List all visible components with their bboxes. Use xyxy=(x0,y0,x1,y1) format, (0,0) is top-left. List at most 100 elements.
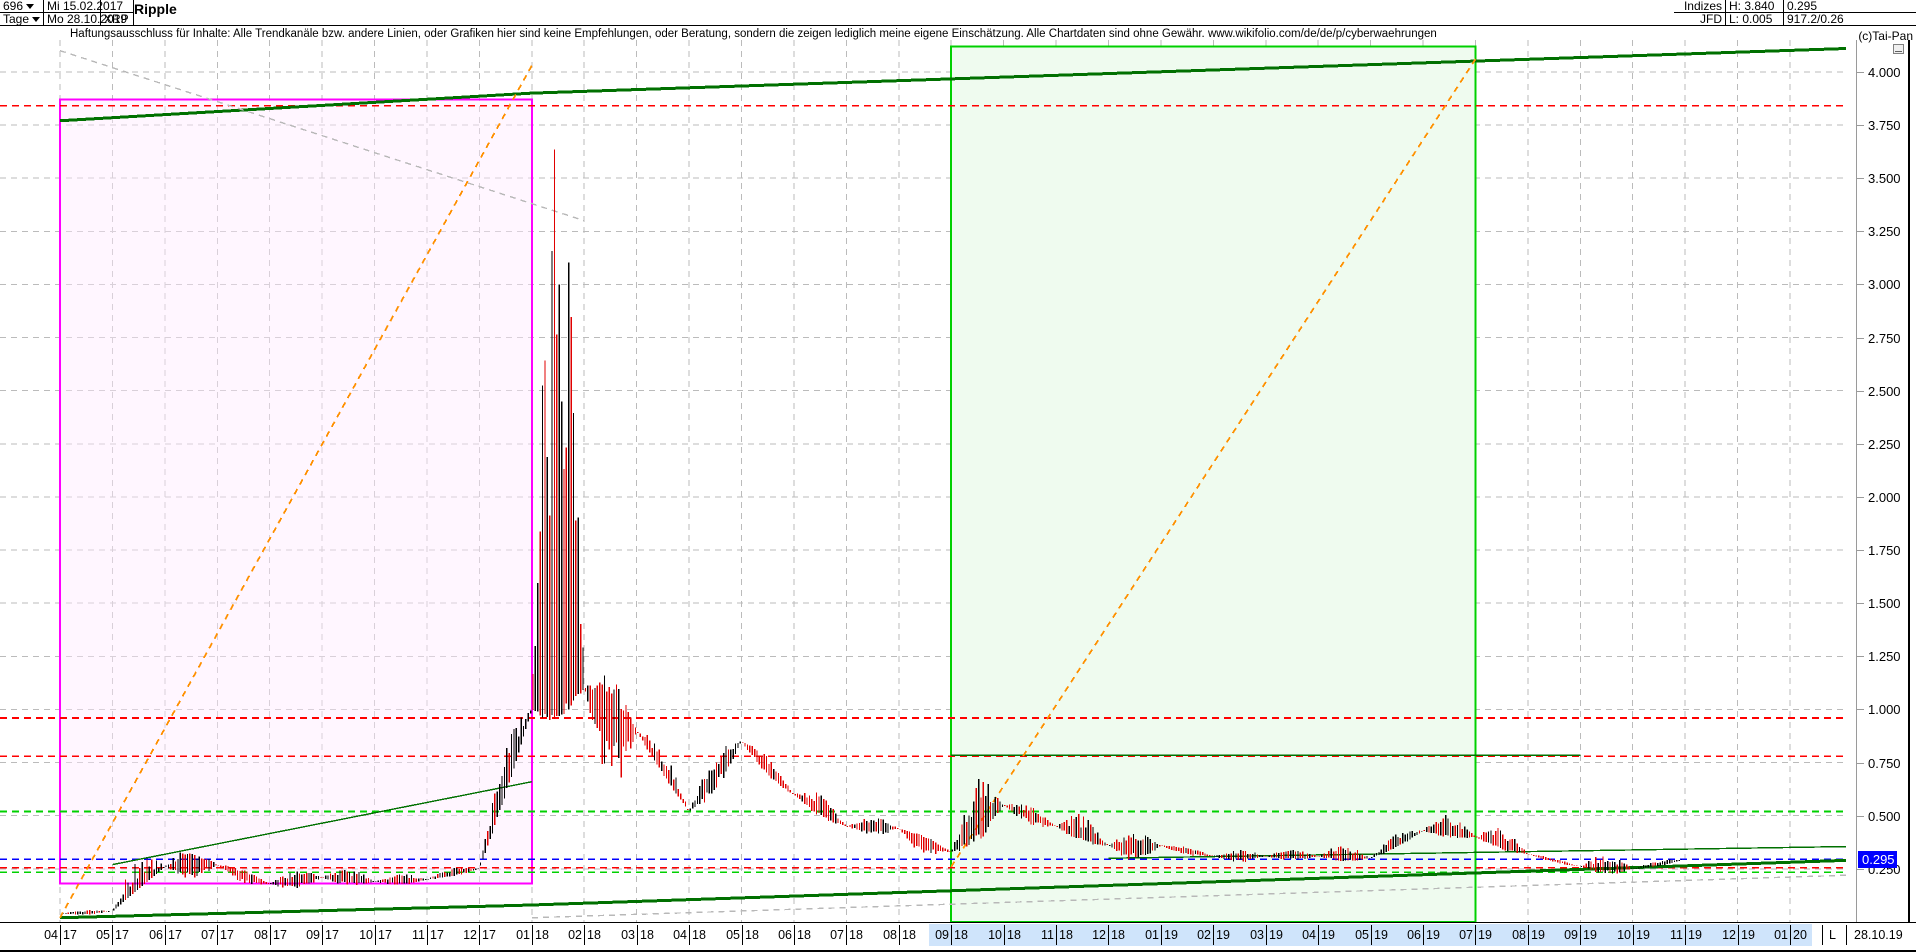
y-axis-line xyxy=(1856,40,1857,922)
date-axis-year-label: 17 xyxy=(273,928,287,942)
chevron-down-icon xyxy=(26,3,35,9)
date-axis-year-label: 18 xyxy=(1007,928,1021,942)
toolbar-header: 696 Tage Mi 15.02.2017 Mo 28.10.2019 XRP… xyxy=(0,0,1916,26)
date-axis-separator xyxy=(1213,925,1214,945)
date-axis-month-label: 01 xyxy=(1145,928,1159,942)
date-axis-year-label: 19 xyxy=(1164,928,1178,942)
date-axis-month-label: 03 xyxy=(1250,928,1264,942)
date-axis-separator xyxy=(532,925,533,945)
date-axis-highlight xyxy=(929,924,1812,946)
price-series xyxy=(60,149,1685,915)
annotation-orange-projection-1 xyxy=(59,65,533,919)
date-axis-separator xyxy=(60,925,61,945)
y-axis-label: 1.500 xyxy=(1868,596,1901,611)
date-axis-month-label: 12 xyxy=(1722,928,1736,942)
y-axis-label: 3.000 xyxy=(1868,277,1901,292)
date-axis-year-label: 18 xyxy=(1111,928,1125,942)
annotation-lower-green-channel xyxy=(59,858,1846,920)
y-axis-tick xyxy=(1856,550,1864,551)
date-axis-month-label: 09 xyxy=(306,928,320,942)
date-axis-separator xyxy=(1161,925,1162,945)
y-axis-label: 0.750 xyxy=(1868,756,1901,771)
date-axis-separator xyxy=(1266,925,1267,945)
date-axis-year-label: 18 xyxy=(1059,928,1073,942)
date-axis-separator xyxy=(637,925,638,945)
date-axis-separator xyxy=(375,925,376,945)
date-axis-month-label: 06 xyxy=(1407,928,1421,942)
date-axis-separator xyxy=(1738,925,1739,945)
date-axis-year-label: 19 xyxy=(1269,928,1283,942)
date-axis-month-label: 08 xyxy=(1512,928,1526,942)
y-axis-tick xyxy=(1856,869,1864,870)
date-axis-year-label: 19 xyxy=(1741,928,1755,942)
date-axis-year-label: 19 xyxy=(1374,928,1388,942)
date-axis-year-label: 18 xyxy=(954,928,968,942)
date-axis-month-label: 01 xyxy=(516,928,530,942)
y-axis-label: 2.500 xyxy=(1868,384,1901,399)
date-axis-month-label: 10 xyxy=(1617,928,1631,942)
date-axis-separator xyxy=(1633,925,1634,945)
y-axis-label: 2.250 xyxy=(1868,437,1901,452)
date-axis-separator xyxy=(1685,925,1686,945)
y-axis-tick xyxy=(1856,656,1864,657)
provider-label: JFD xyxy=(1674,13,1726,26)
y-axis-tick xyxy=(1856,709,1864,710)
price-chart-canvas[interactable] xyxy=(0,40,1846,922)
date-axis-year-label: 18 xyxy=(797,928,811,942)
y-axis-label: 1.250 xyxy=(1868,649,1901,664)
date-axis-year-label: 17 xyxy=(430,928,444,942)
date-axis-separator xyxy=(1580,925,1581,945)
y-axis-label: 1.000 xyxy=(1868,702,1901,717)
y-axis-label: 3.750 xyxy=(1868,118,1901,133)
axis-mode-label[interactable]: L xyxy=(1829,928,1836,942)
date-axis-year-label: 19 xyxy=(1426,928,1440,942)
date-axis-year-label: 18 xyxy=(902,928,916,942)
y-axis-tick xyxy=(1856,284,1864,285)
date-axis-month-label: 04 xyxy=(673,928,687,942)
date-axis-separator xyxy=(1528,925,1529,945)
symbol-field[interactable]: XRP xyxy=(101,13,134,26)
date-axis-year-label: 19 xyxy=(1636,928,1650,942)
period-count-dropdown[interactable]: 696 xyxy=(0,0,44,13)
date-axis-year-label: 20 xyxy=(1793,928,1807,942)
date-axis-separator xyxy=(1056,925,1057,945)
date-axis-separator xyxy=(1318,925,1319,945)
date-axis-month-label: 02 xyxy=(1197,928,1211,942)
volume-value: 917.2/0.26 xyxy=(1787,12,1844,26)
date-axis-separator xyxy=(794,925,795,945)
y-axis-tick xyxy=(1856,603,1864,604)
date-axis-year-label: 17 xyxy=(168,928,182,942)
date-axis-year-label: 18 xyxy=(745,928,759,942)
date-axis-year-label: 17 xyxy=(325,928,339,942)
date-axis-year-label: 18 xyxy=(849,928,863,942)
date-axis-separator xyxy=(742,925,743,945)
date-axis-separator xyxy=(1475,925,1476,945)
date-axis-separator xyxy=(322,925,323,945)
y-axis-tick xyxy=(1856,763,1864,764)
date-axis-separator xyxy=(112,925,113,945)
date-to-field[interactable]: Mo 28.10.2019 xyxy=(44,13,127,26)
date-axis-year-label: 18 xyxy=(587,928,601,942)
date-axis-month-label: 04 xyxy=(44,928,58,942)
chevron-down-icon xyxy=(32,16,41,22)
date-axis-separator xyxy=(1423,925,1424,945)
minimize-icon[interactable] xyxy=(1893,44,1904,54)
date-axis-separator xyxy=(1108,925,1109,945)
y-axis-label: 3.500 xyxy=(1868,171,1901,186)
date-axis[interactable]: 04 17 05 17 06 17 07 17 08 17 09 17 10 17 11 17 12 17 01 18… xyxy=(0,922,1916,952)
axis-end-date-label: 28.10.19 xyxy=(1854,928,1903,942)
date-axis-month-label: 11 xyxy=(1041,928,1054,942)
date-axis-month-label: 08 xyxy=(883,928,897,942)
date-axis-year-label: 17 xyxy=(115,928,129,942)
date-axis-year-label: 19 xyxy=(1478,928,1492,942)
y-axis-tick xyxy=(1856,72,1864,73)
y-axis-tick xyxy=(1856,391,1864,392)
date-axis-separator xyxy=(584,925,585,945)
y-axis-label: 3.250 xyxy=(1868,224,1901,239)
period-unit-dropdown[interactable]: Tage xyxy=(0,13,44,26)
date-axis-separator xyxy=(846,925,847,945)
date-axis-year-label: 18 xyxy=(692,928,706,942)
period-unit-value: Tage xyxy=(3,12,30,26)
date-axis-month-label: 04 xyxy=(1302,928,1316,942)
